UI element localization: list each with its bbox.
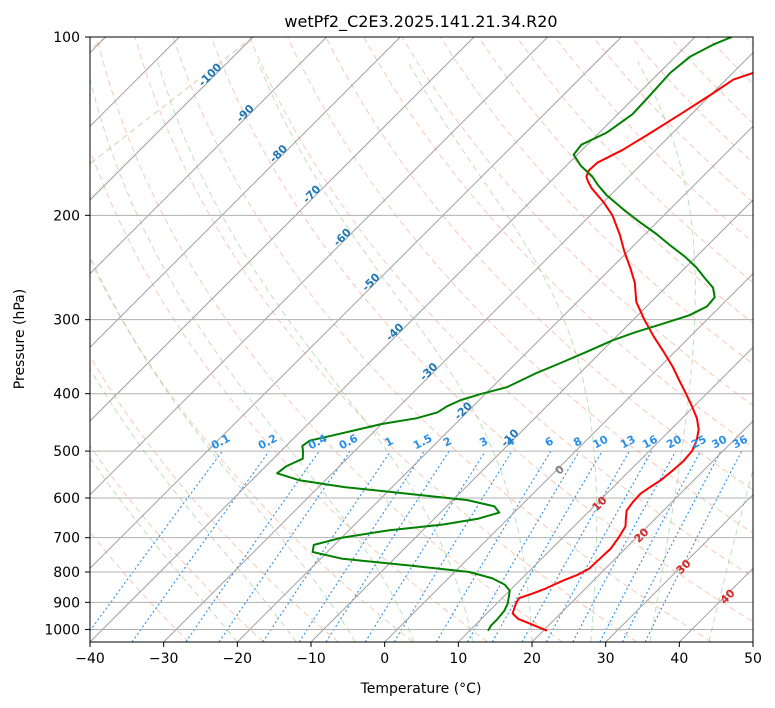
x-axis: −40 −30 −20 −10 0 10 20 30 40 50 [75,642,762,667]
mixing-ratio-label: 16 [640,433,660,452]
moist-adiabat [708,467,753,642]
mixing-ratio-line [325,450,450,642]
isotherm [236,125,753,642]
isotherm [90,37,549,496]
mixing-ratio-label: 30 [710,433,730,452]
x-tick-label: −40 [75,651,105,667]
moist-adiabat [257,61,533,642]
mixing-ratio-line [185,450,320,642]
dry-adiabat [210,37,753,623]
dry-adiabat [325,37,753,491]
mixing-ratio-line [435,450,552,642]
isotherm [531,420,753,642]
y-axis: 100 200 300 400 500 600 700 800 900 1000 [44,30,90,638]
dry-adiabat [90,445,264,642]
moist-adiabat [90,367,297,642]
moist-adiabat [157,61,474,642]
mixing-ratio-line [131,450,270,642]
y-tick-label: 400 [53,387,80,403]
isotherm [384,272,753,642]
mixing-ratio-label: 10 [591,433,611,452]
mixing-ratio-label: 36 [730,433,750,452]
isotherm [90,37,622,570]
y-tick-label: 900 [53,595,80,611]
isotherm [90,37,475,422]
plot-frame [89,36,754,643]
mixing-ratio-line [393,450,513,642]
y-tick-label: 1000 [44,622,80,638]
isotherm [90,37,254,201]
mixing-ratio-line [262,450,392,642]
mixing-ratio-label: 25 [689,433,709,452]
dry-adiabat [478,37,753,324]
mixing-ratio-line [491,450,603,642]
x-tick-label: 40 [670,651,688,667]
y-tick-label: 600 [53,491,80,507]
moist-adiabat [637,61,696,642]
x-tick-label: −30 [149,651,179,667]
x-tick-label: 0 [380,651,389,667]
y-tick-label: 700 [53,531,80,547]
moist-adiabat [90,254,356,642]
mixing-ratio-line [521,450,630,642]
y-tick-label: 500 [53,444,80,460]
x-tick-label: −10 [296,651,326,667]
chart-title: wetPf2_C2E3.2025.141.21.34.R20 [284,12,557,32]
isotherm [752,641,753,642]
dry-adiabat [592,37,753,203]
dry-adiabat [172,37,712,642]
moist-adiabat [90,457,238,642]
y-tick-label: 800 [53,565,80,581]
y-tick-label: 200 [53,208,80,224]
y-tick-label: 300 [53,313,80,329]
isotherm [163,51,753,642]
x-tick-label: 30 [597,651,615,667]
temperature-profile [511,71,753,632]
sounding-profiles [276,37,753,632]
mixing-ratio-line [90,450,223,632]
x-tick-label: 20 [523,651,541,667]
mixing-ratio-line [364,450,486,642]
x-tick-label: 50 [744,651,762,667]
y-tick-label: 100 [53,30,80,46]
mixing-ratio-line [467,450,580,642]
plot-background [90,37,753,642]
pressure-gridlines [90,37,753,642]
moist-adiabat [90,76,415,642]
isotherm [605,493,753,642]
dry-adiabat [287,37,753,534]
dry-adiabat [401,37,753,406]
dry-adiabat [134,37,638,642]
moist-adiabat [407,61,598,642]
dry-adiabat [96,37,563,642]
dry-adiabat [630,37,753,164]
dewpoint-profile [276,37,733,632]
ice-curve [90,37,254,165]
isotherm [457,346,753,642]
mixing-ratio-line [298,450,425,642]
isotherm [90,37,401,349]
isotherm [90,37,328,275]
x-tick-label: −20 [223,651,253,667]
mixing-ratio-label: 20 [664,433,684,452]
y-axis-title: Pressure (hPa) [12,289,28,389]
mixing-ratio-label: 13 [618,433,638,452]
x-tick-label: 10 [449,651,467,667]
x-axis-title: Temperature (°C) [360,681,482,697]
